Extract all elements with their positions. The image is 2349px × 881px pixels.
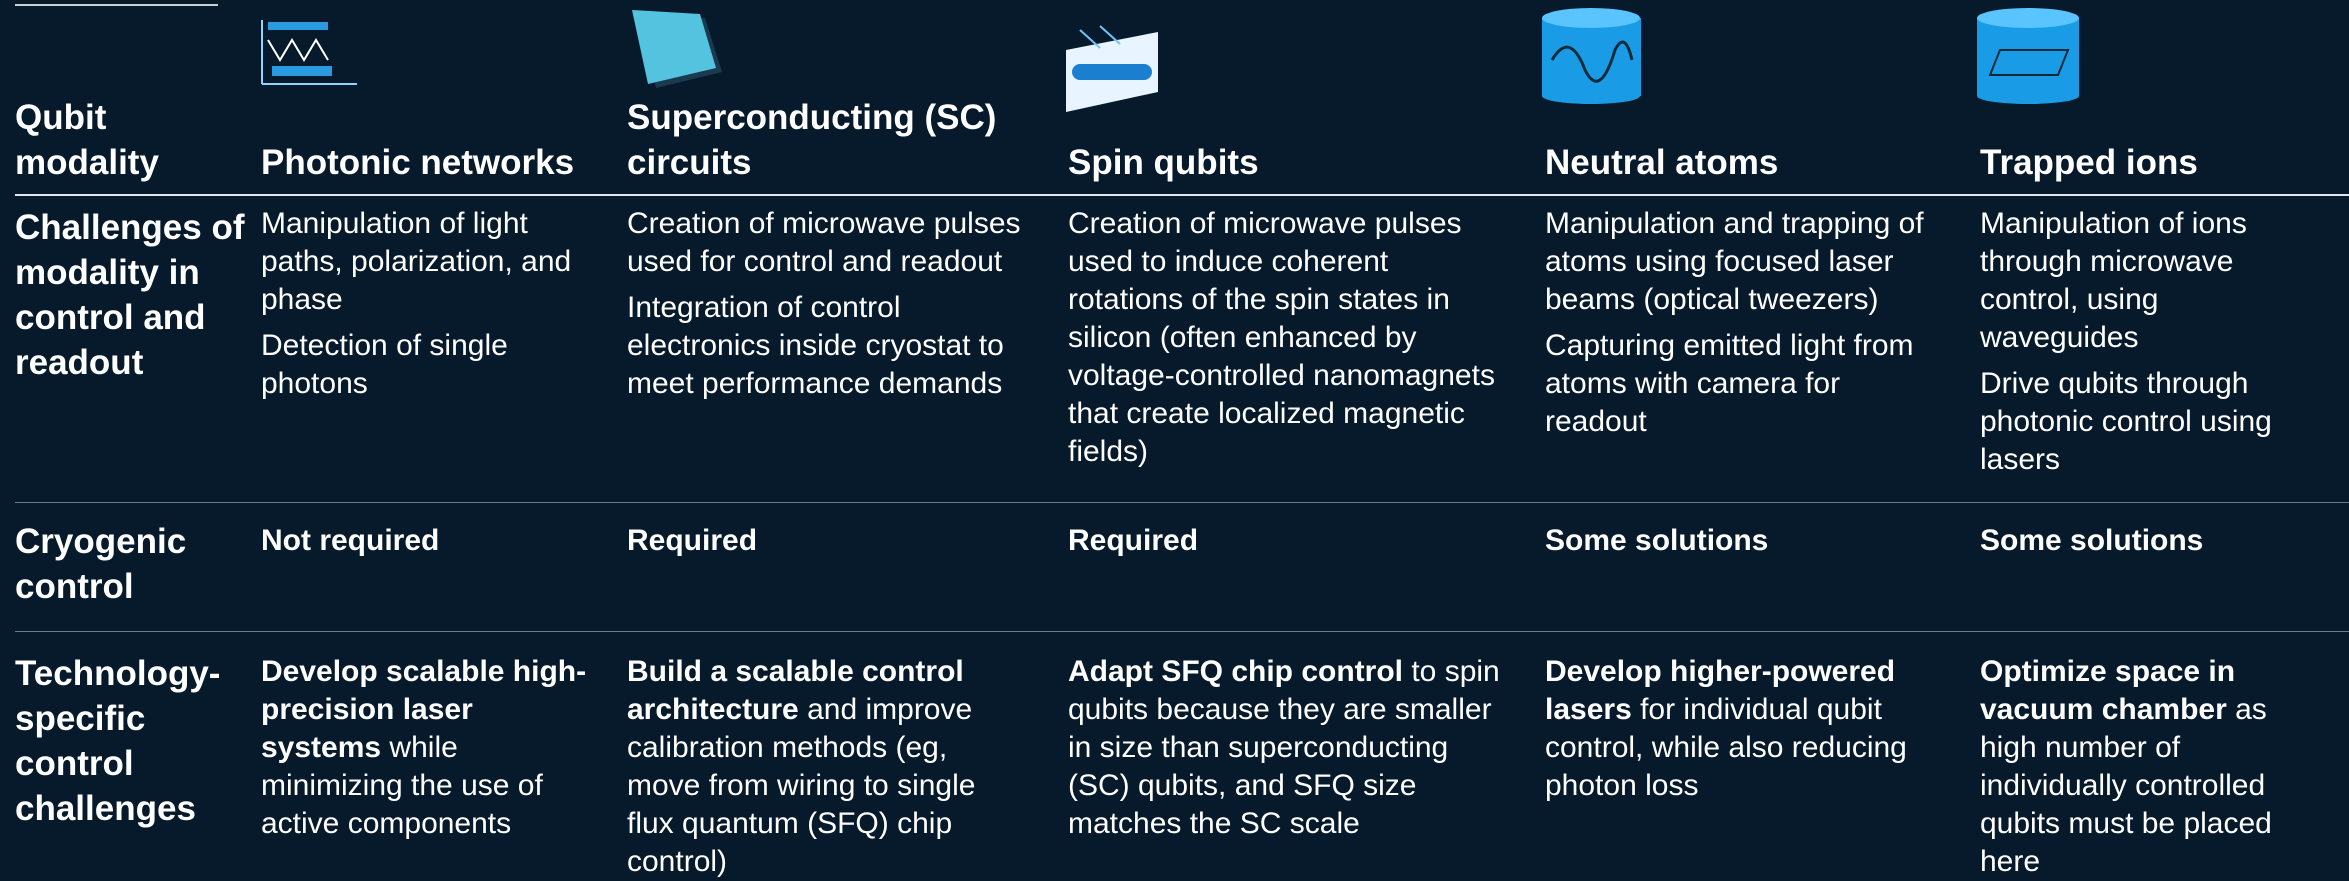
challenge-item: Manipulation of ions through microwave c… [1980, 207, 2247, 354]
challenge-cell: Creation of microwave pulses used for co… [627, 205, 1027, 411]
row-rule [15, 631, 2349, 632]
top-rule [15, 4, 218, 6]
row-label: Cryogenic control [15, 522, 187, 606]
technology-cell: Develop higher-powered lasers for indivi… [1545, 653, 1940, 805]
detail: for individual qubit control, while also… [1545, 693, 1907, 802]
challenge-cell: Manipulation and trapping of atoms using… [1545, 205, 1940, 449]
challenge-cell: Manipulation of ions through microwave c… [1980, 205, 2320, 487]
neutral-icon [1542, 8, 1641, 104]
challenge-item: Capturing emitted light from atoms with … [1545, 329, 1914, 438]
column-header: Neutral atoms [1545, 143, 1779, 182]
cryogenic-cell: Some solutions [1980, 524, 2204, 557]
cryogenic-cell: Required [627, 524, 758, 557]
challenge-item: Detection of single photons [261, 329, 508, 400]
challenge-item: Drive qubits through photonic control us… [1980, 367, 2272, 476]
technology-cell: Build a scalable control architecture an… [627, 653, 1027, 881]
trapped-icon [1977, 8, 2079, 104]
technology-cell: Develop scalable high-precision laser sy… [261, 653, 596, 843]
detail: and improve calibration methods (eg, mov… [627, 693, 976, 878]
cryogenic-cell: Some solutions [1545, 524, 1769, 557]
challenge-item: Manipulation and trapping of atoms using… [1545, 207, 1924, 316]
header-row-label: Qubit modality [15, 98, 159, 182]
challenge-cell: Manipulation of light paths, polarizatio… [261, 205, 596, 411]
emphasis: Optimize space in vacuum chamber [1980, 655, 2236, 726]
header-rule [15, 194, 2349, 196]
technology-cell: Adapt SFQ chip control to spin qubits be… [1068, 653, 1503, 843]
emphasis: Build a scalable control architecture [627, 655, 964, 726]
cryogenic-cell: Required [1068, 524, 1199, 557]
challenge-item: Creation of microwave pulses used for co… [627, 207, 1021, 278]
photonic-icon [261, 20, 357, 85]
challenge-item: Manipulation of light paths, polarizatio… [261, 207, 572, 316]
emphasis: Develop scalable high-precision laser sy… [261, 655, 587, 764]
challenge-item: Creation of microwave pulses used to ind… [1068, 207, 1495, 468]
detail: to spin qubits because they are smaller … [1068, 655, 1500, 840]
cryogenic-cell: Not required [261, 524, 440, 557]
column-header: Photonic networks [261, 143, 575, 182]
row-rule [15, 502, 2349, 503]
emphasis: Develop higher-powered lasers [1545, 655, 1896, 726]
column-header: Trapped ions [1980, 143, 2198, 182]
icons [261, 8, 2079, 112]
column-header: Spin qubits [1068, 143, 1259, 182]
row-label: Challenges of modality in control and re… [15, 208, 245, 382]
column-header: Superconducting (SC) circuits [627, 98, 997, 182]
emphasis: Adapt SFQ chip control [1068, 655, 1403, 688]
superconducting-icon [632, 10, 722, 88]
technology-cell: Optimize space in vacuum chamber as high… [1980, 653, 2320, 881]
detail: while minimizing the use of active compo… [261, 731, 543, 840]
row-label: Technology-specific control challenges [15, 654, 221, 828]
challenge-cell: Creation of microwave pulses used to ind… [1068, 205, 1503, 479]
challenge-item: Integration of control electronics insid… [627, 291, 1004, 400]
detail: as high number of individually controlle… [1980, 693, 2272, 878]
spin-icon [1066, 25, 1158, 112]
